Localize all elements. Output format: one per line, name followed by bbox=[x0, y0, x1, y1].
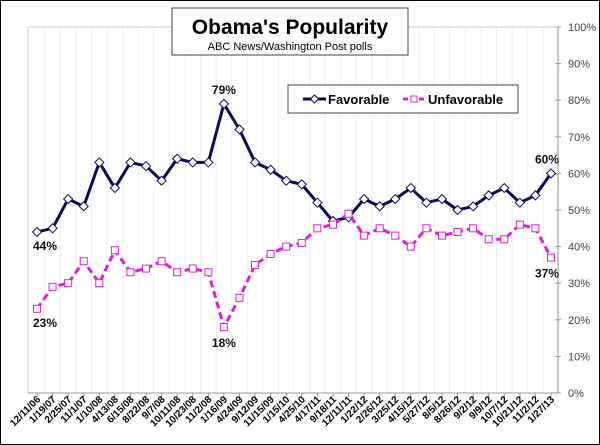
data-point-favorable bbox=[530, 190, 541, 201]
data-point-unfavorable bbox=[266, 249, 275, 258]
data-point-unfavorable bbox=[110, 246, 119, 255]
data-point-favorable bbox=[94, 157, 105, 168]
y-tick-label: 50% bbox=[568, 205, 590, 217]
data-point-favorable bbox=[390, 193, 401, 205]
title-box: Obama's Popularity ABC News/Washington P… bbox=[171, 7, 409, 56]
y-tick-label: 80% bbox=[568, 95, 590, 107]
data-point-unfavorable bbox=[500, 235, 509, 244]
data-point-unfavorable bbox=[95, 279, 104, 288]
data-point-favorable bbox=[483, 190, 494, 201]
data-point-favorable bbox=[125, 157, 136, 168]
data-point-unfavorable bbox=[547, 253, 555, 262]
data-point-unfavorable bbox=[375, 224, 384, 233]
data-point-unfavorable bbox=[469, 224, 478, 233]
data-point-unfavorable bbox=[157, 257, 166, 266]
data-point-favorable bbox=[405, 182, 417, 194]
legend-unfavorable-label: Unfavorable bbox=[428, 92, 503, 107]
legend-unfavorable-marker bbox=[410, 95, 418, 103]
data-point-unfavorable bbox=[328, 220, 337, 229]
data-label: 60% bbox=[535, 152, 559, 166]
data-point-unfavorable bbox=[33, 304, 41, 313]
data-point-favorable bbox=[78, 201, 89, 212]
data-point-unfavorable bbox=[391, 231, 400, 240]
data-point-favorable bbox=[374, 201, 385, 212]
data-label: 18% bbox=[212, 336, 236, 350]
data-point-unfavorable bbox=[188, 264, 197, 273]
data-point-unfavorable bbox=[313, 224, 322, 233]
data-point-unfavorable bbox=[235, 293, 244, 302]
data-point-unfavorable bbox=[204, 268, 213, 277]
data-point-favorable bbox=[109, 182, 121, 194]
data-label: 44% bbox=[33, 239, 57, 253]
data-point-unfavorable bbox=[79, 257, 88, 266]
y-tick-label: 70% bbox=[568, 132, 590, 144]
data-point-favorable bbox=[499, 182, 510, 194]
data-point-favorable bbox=[156, 175, 167, 186]
legend-favorable-marker bbox=[309, 94, 320, 104]
y-tick-label: 90% bbox=[568, 59, 590, 71]
data-point-favorable bbox=[452, 204, 463, 216]
data-point-favorable bbox=[234, 124, 245, 135]
data-point-unfavorable bbox=[173, 268, 182, 277]
data-point-favorable bbox=[281, 175, 292, 186]
data-point-favorable bbox=[421, 197, 432, 208]
data-point-favorable bbox=[436, 193, 448, 205]
data-label: 23% bbox=[33, 316, 57, 330]
y-tick-label: 100% bbox=[568, 22, 596, 34]
y-tick-label: 10% bbox=[568, 351, 590, 363]
data-point-favorable bbox=[171, 153, 183, 164]
data-point-favorable bbox=[467, 201, 479, 212]
data-point-unfavorable bbox=[142, 264, 151, 273]
data-point-favorable bbox=[296, 179, 307, 190]
data-point-unfavorable bbox=[360, 231, 369, 240]
data-point-favorable bbox=[249, 157, 261, 168]
data-point-unfavorable bbox=[453, 227, 462, 236]
data-point-favorable bbox=[358, 193, 370, 205]
data-point-unfavorable bbox=[282, 242, 291, 251]
data-point-favorable bbox=[514, 197, 526, 208]
y-tick-label: 40% bbox=[568, 242, 590, 254]
data-point-unfavorable bbox=[484, 235, 493, 244]
data-point-favorable bbox=[312, 197, 323, 208]
data-label: 37% bbox=[535, 267, 559, 281]
legend-favorable-label: Favorable bbox=[328, 92, 389, 107]
data-point-unfavorable bbox=[297, 238, 306, 247]
y-tick-label: 30% bbox=[568, 278, 590, 290]
data-point-favorable bbox=[187, 157, 198, 168]
data-point-favorable bbox=[31, 226, 43, 238]
data-point-favorable bbox=[265, 164, 276, 175]
data-point-unfavorable bbox=[64, 279, 73, 288]
chart-subtitle: ABC News/Washington Post polls bbox=[208, 41, 373, 53]
y-tick-label: 20% bbox=[568, 315, 590, 327]
data-point-unfavorable bbox=[422, 224, 431, 233]
data-point-favorable bbox=[545, 168, 557, 179]
data-point-unfavorable bbox=[515, 220, 524, 229]
data-point-unfavorable bbox=[48, 282, 57, 291]
data-point-unfavorable bbox=[126, 268, 135, 277]
series-line-favorable bbox=[36, 102, 553, 234]
data-point-unfavorable bbox=[251, 260, 260, 269]
data-point-favorable bbox=[62, 193, 74, 205]
legend: Favorable Unfavorable bbox=[287, 84, 519, 114]
chart-title: Obama's Popularity bbox=[192, 16, 389, 39]
data-point-favorable bbox=[47, 223, 58, 234]
data-point-favorable bbox=[218, 98, 230, 110]
y-tick-label: 60% bbox=[568, 168, 590, 180]
series-line-unfavorable bbox=[35, 212, 553, 329]
data-point-favorable bbox=[203, 157, 214, 168]
data-label: 79% bbox=[212, 83, 236, 97]
data-point-unfavorable bbox=[437, 231, 446, 240]
data-point-unfavorable bbox=[344, 209, 353, 218]
y-tick-label: 0% bbox=[568, 388, 584, 400]
data-point-unfavorable bbox=[406, 242, 415, 251]
data-point-favorable bbox=[140, 160, 152, 172]
data-point-unfavorable bbox=[219, 323, 228, 332]
data-point-unfavorable bbox=[531, 224, 540, 233]
